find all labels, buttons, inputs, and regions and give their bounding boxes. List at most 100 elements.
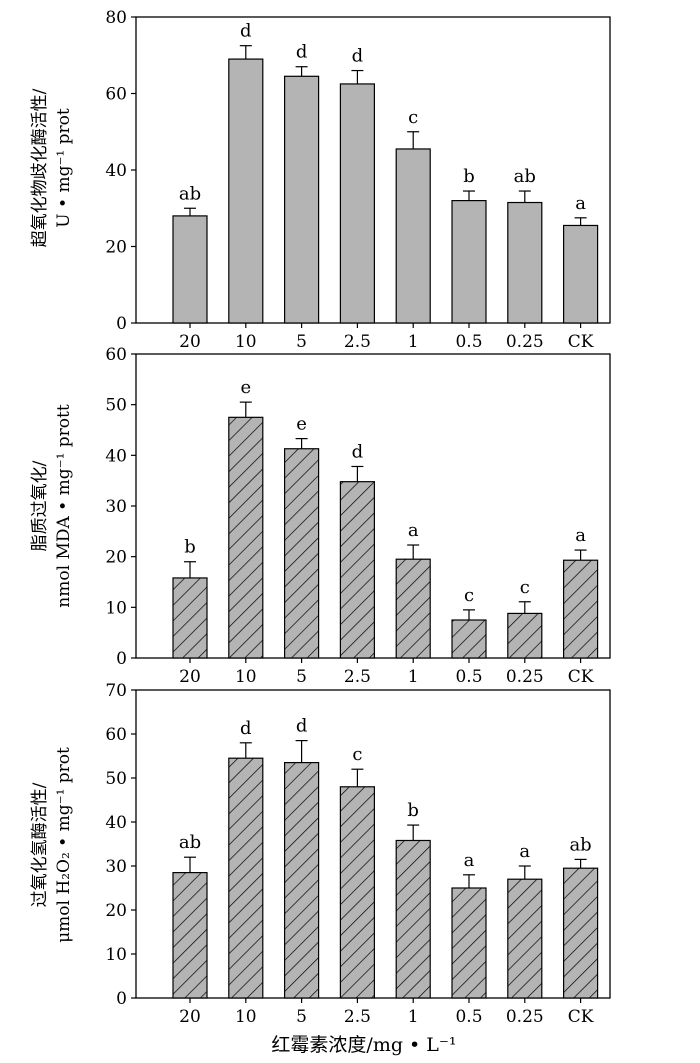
significance-letter: b — [407, 800, 419, 821]
bar-1 — [395, 558, 431, 659]
significance-letter: a — [519, 841, 530, 862]
y-tick-label: 70 — [105, 681, 127, 701]
y-axis-label-line1: 脂质过氧化/ — [30, 460, 50, 551]
y-tick-label: 40 — [105, 161, 127, 181]
x-tick-label: 10 — [235, 1007, 257, 1027]
bar-20 — [172, 871, 208, 999]
x-tick-label: 10 — [235, 667, 257, 687]
y-tick-label: 40 — [105, 446, 127, 466]
significance-letter: d — [296, 42, 308, 63]
y-tick-label: 0 — [116, 989, 127, 1009]
x-tick-label: CK — [568, 332, 594, 352]
bar-CK — [562, 559, 599, 659]
y-tick-label: 60 — [105, 345, 127, 365]
significance-letter: a — [575, 525, 586, 546]
y-tick-label: 30 — [105, 857, 127, 877]
y-tick-label: 30 — [105, 497, 127, 517]
x-tick-label: 0.25 — [506, 1007, 544, 1027]
significance-letter: d — [296, 716, 308, 737]
bar-1 — [395, 839, 431, 999]
bar-CK — [562, 224, 599, 324]
y-tick-label: 0 — [116, 649, 127, 669]
significance-letter: c — [408, 107, 418, 128]
bar-0.5 — [451, 887, 487, 999]
bar-5 — [284, 448, 320, 659]
x-tick-label: 0.25 — [506, 332, 544, 352]
y-axis-label-line2: U • mg⁻¹ prot — [54, 108, 74, 228]
y-tick-label: 50 — [105, 396, 127, 416]
bar-0.25 — [507, 878, 543, 999]
significance-letter: d — [352, 46, 364, 67]
bar-10 — [228, 757, 264, 999]
bar-0.5 — [451, 619, 487, 659]
x-axis-title: 红霉素浓度/mg • L⁻¹ — [271, 1034, 456, 1056]
x-tick-label: 0.5 — [455, 667, 482, 687]
y-tick-label: 10 — [105, 945, 127, 965]
significance-letter: ab — [179, 832, 201, 853]
x-tick-label: 0.5 — [455, 1007, 482, 1027]
x-tick-label: 20 — [179, 332, 201, 352]
significance-letter: e — [296, 414, 307, 435]
panel-mda: 脂质过氧化/ nmol MDA • mg⁻¹ prott 01020304050… — [30, 345, 611, 687]
bar-5 — [284, 761, 320, 999]
y-tick-label: 10 — [105, 598, 127, 618]
y-tick-label: 20 — [105, 901, 127, 921]
panel-cat: 过氧化氢酶活性/ μmol H₂O₂ • mg⁻¹ prot 0 10 20 30 40… — [30, 681, 611, 1027]
bar-0.5 — [451, 200, 487, 324]
y-tick-label: 50 — [105, 769, 127, 789]
x-tick-label: CK — [568, 1007, 594, 1027]
panel-sod: 超氧化物歧化酶活性/ U • mg⁻¹ prot 02040608020ab10… — [30, 8, 611, 352]
y-tick-label: 60 — [105, 85, 127, 105]
x-tick-label: 2.5 — [344, 667, 371, 687]
significance-letter: a — [464, 850, 475, 871]
bar-2.5 — [339, 83, 375, 324]
bar-10 — [228, 58, 264, 324]
significance-letter: c — [520, 577, 530, 598]
y-tick-label: 60 — [105, 725, 127, 745]
significance-letter: d — [240, 21, 252, 42]
x-tick-label: 1 — [408, 1007, 419, 1027]
x-tick-label: 5 — [296, 332, 307, 352]
significance-letter: ab — [514, 166, 536, 187]
x-tick-label: 1 — [408, 667, 419, 687]
bar-5 — [284, 75, 320, 324]
significance-letter: c — [352, 744, 362, 765]
y-tick-label: 0 — [116, 314, 127, 334]
x-tick-label: 0.25 — [506, 667, 544, 687]
x-tick-label: CK — [568, 667, 594, 687]
x-tick-label: 2.5 — [344, 1007, 371, 1027]
significance-letter: c — [464, 585, 474, 606]
significance-letter: ab — [179, 183, 201, 204]
x-tick-label: 5 — [296, 667, 307, 687]
bar-0.25 — [507, 612, 543, 659]
x-tick-label: 5 — [296, 1007, 307, 1027]
y-tick-label: 20 — [105, 548, 127, 568]
bar-CK — [562, 867, 599, 999]
significance-letter: d — [240, 718, 252, 739]
y-axis-label-line2: μmol H₂O₂ • mg⁻¹ prot — [54, 747, 74, 943]
bar-20 — [172, 215, 208, 324]
x-tick-label: 1 — [408, 332, 419, 352]
bar-2.5 — [339, 481, 375, 659]
x-tick-label: 10 — [235, 332, 257, 352]
y-axis-label-line1: 过氧化氢酶活性/ — [30, 782, 50, 907]
bar-20 — [172, 577, 208, 659]
significance-letter: a — [575, 193, 586, 214]
significance-letter: d — [352, 441, 364, 462]
y-axis-label-line1: 超氧化物歧化酶活性/ — [30, 88, 50, 247]
bar-2.5 — [339, 786, 375, 999]
x-tick-label: 20 — [179, 1007, 201, 1027]
significance-letter: e — [240, 377, 251, 398]
bar-10 — [228, 416, 264, 659]
y-axis-label-line2: nmol MDA • mg⁻¹ prott — [54, 404, 74, 608]
y-tick-label: 20 — [105, 238, 127, 258]
significance-letter: a — [408, 520, 419, 541]
x-tick-label: 20 — [179, 667, 201, 687]
y-tick-label: 40 — [105, 813, 127, 833]
x-tick-label: 0.5 — [455, 332, 482, 352]
bar-1 — [395, 148, 431, 324]
significance-letter: ab — [569, 834, 591, 855]
significance-letter: b — [463, 166, 475, 187]
y-tick-label: 80 — [105, 8, 127, 28]
